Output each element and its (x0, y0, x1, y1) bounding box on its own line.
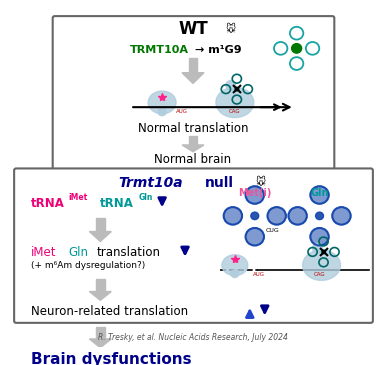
Bar (189, 136, 197, 145)
Text: 🐭: 🐭 (225, 24, 235, 34)
Text: CUG: CUG (266, 228, 279, 233)
Text: Gln: Gln (138, 193, 152, 202)
Text: CAG: CAG (229, 110, 240, 114)
Text: Brain dysfunctions: Brain dysfunctions (31, 351, 191, 365)
Polygon shape (182, 73, 204, 84)
Circle shape (251, 212, 259, 220)
Text: TRMT10A: TRMT10A (130, 45, 189, 55)
Bar (96, 280, 104, 292)
Ellipse shape (148, 91, 176, 114)
Text: AUG: AUG (253, 272, 265, 277)
Text: Normal brain: Normal brain (154, 153, 231, 166)
Circle shape (288, 207, 307, 224)
Polygon shape (89, 292, 111, 300)
Circle shape (332, 207, 351, 224)
Polygon shape (182, 145, 204, 152)
Text: Trmt10a: Trmt10a (118, 176, 182, 190)
Text: R. Tresky, et al. Nucleic Acids Research, July 2024: R. Tresky, et al. Nucleic Acids Research… (98, 333, 288, 342)
Polygon shape (89, 339, 111, 348)
Bar (96, 327, 104, 339)
Text: tRNA: tRNA (100, 197, 134, 210)
Text: (+ m⁶Am dysregulation?): (+ m⁶Am dysregulation?) (31, 261, 145, 270)
Text: 🐭: 🐭 (255, 178, 265, 188)
Circle shape (316, 212, 324, 220)
Circle shape (246, 186, 264, 204)
Text: → m¹G9: → m¹G9 (195, 45, 241, 55)
FancyBboxPatch shape (14, 168, 373, 323)
Ellipse shape (222, 255, 248, 276)
Circle shape (294, 46, 300, 51)
Circle shape (292, 43, 301, 53)
Circle shape (235, 87, 239, 91)
Circle shape (226, 81, 236, 90)
Circle shape (158, 108, 166, 116)
Text: null: null (205, 176, 234, 190)
Circle shape (224, 207, 242, 224)
Ellipse shape (216, 87, 254, 118)
Circle shape (231, 270, 239, 277)
Text: CAG: CAG (313, 272, 325, 277)
Text: AUG: AUG (176, 110, 188, 114)
Text: Met(i): Met(i) (238, 188, 271, 198)
Polygon shape (89, 231, 111, 242)
Bar (96, 218, 104, 231)
Text: translation: translation (96, 246, 160, 260)
Text: iMet: iMet (68, 193, 88, 202)
Circle shape (313, 243, 322, 253)
Circle shape (267, 207, 286, 224)
Circle shape (246, 228, 264, 246)
Text: Normal translation: Normal translation (138, 122, 248, 135)
Circle shape (310, 186, 329, 204)
Bar (189, 58, 197, 73)
Text: Neuron-related translation: Neuron-related translation (31, 305, 188, 318)
Ellipse shape (303, 250, 341, 280)
Text: iMet: iMet (31, 246, 56, 260)
Circle shape (322, 250, 325, 254)
Text: WT: WT (178, 20, 208, 38)
Text: tRNA: tRNA (31, 197, 65, 210)
FancyBboxPatch shape (53, 16, 334, 177)
Circle shape (310, 228, 329, 246)
Text: Gln: Gln (68, 246, 89, 260)
Text: Gln: Gln (310, 188, 329, 198)
